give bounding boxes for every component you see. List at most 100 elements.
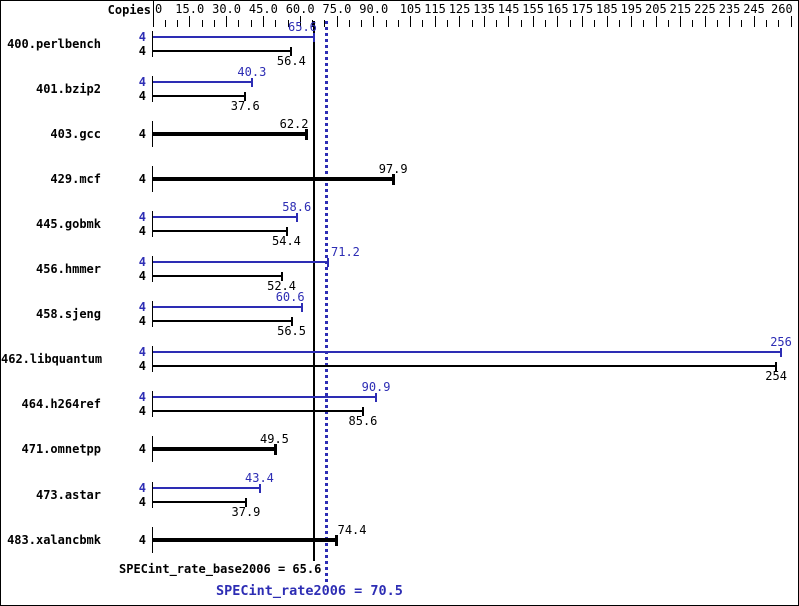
bar-end-cap bbox=[780, 348, 783, 357]
bar-end-cap bbox=[245, 498, 247, 507]
axis-minor-tick bbox=[201, 20, 203, 27]
peak-value-label: 71.2 bbox=[331, 245, 360, 259]
axis-tick-label: 225 bbox=[694, 2, 716, 16]
bar-end-cap bbox=[326, 258, 329, 267]
copies-value: 4 bbox=[138, 127, 146, 141]
group-baseline bbox=[152, 211, 153, 237]
base-bar bbox=[153, 50, 292, 52]
axis-major-tick bbox=[631, 16, 632, 27]
bar-end-cap bbox=[285, 227, 288, 236]
copies-value: 4 bbox=[138, 75, 146, 89]
axis-minor-tick bbox=[287, 20, 289, 27]
copies-value: 4 bbox=[138, 345, 146, 359]
axis-tick-label: 75.0 bbox=[322, 2, 352, 16]
axis-major-tick bbox=[434, 16, 436, 27]
peak-value-label: 256 bbox=[770, 335, 792, 349]
base-reference-line bbox=[313, 21, 315, 561]
base-value-label: 37.6 bbox=[230, 99, 260, 113]
base-bar bbox=[153, 95, 246, 97]
peak-value-label: 40.3 bbox=[237, 65, 267, 79]
copies-value: 4 bbox=[138, 224, 146, 238]
axis-minor-tick bbox=[692, 20, 694, 27]
axis-minor-tick bbox=[250, 20, 252, 27]
axis-tick-label: 245 bbox=[743, 2, 765, 16]
axis-minor-tick bbox=[471, 20, 473, 27]
axis-minor-tick bbox=[385, 20, 387, 27]
group-baseline bbox=[152, 166, 153, 192]
peak-value-label: 90.9 bbox=[361, 380, 391, 394]
bar-end-cap bbox=[258, 484, 261, 493]
benchmark-label: 483.xalancbmk bbox=[7, 533, 101, 547]
axis-tick-label: 185 bbox=[596, 2, 618, 16]
peak-bar bbox=[153, 487, 260, 489]
copies-value: 4 bbox=[138, 495, 146, 509]
bar-end-cap bbox=[244, 92, 247, 101]
copies-value: 4 bbox=[138, 44, 146, 58]
group-baseline bbox=[152, 256, 153, 282]
copies-column-header: Copies bbox=[107, 3, 151, 17]
axis-tick-label: 60.0 bbox=[285, 2, 315, 16]
axis-minor-tick bbox=[667, 20, 669, 27]
axis-major-tick bbox=[704, 16, 706, 27]
bar-end-cap bbox=[392, 174, 396, 185]
peak-bar bbox=[153, 261, 328, 263]
copies-value: 4 bbox=[138, 30, 146, 44]
bar-end-cap bbox=[250, 78, 253, 87]
copies-value: 4 bbox=[138, 314, 146, 328]
peak-bar bbox=[153, 216, 297, 218]
axis-major-tick bbox=[262, 16, 264, 27]
axis-major-tick bbox=[606, 16, 608, 27]
axis-tick-label: 15.0 bbox=[175, 2, 205, 16]
base-bar bbox=[153, 538, 336, 542]
axis-major-tick bbox=[581, 16, 583, 27]
base-value-label: 37.9 bbox=[231, 505, 261, 519]
bar-end-cap bbox=[273, 444, 277, 455]
axis-minor-tick bbox=[397, 20, 399, 27]
copies-value: 4 bbox=[138, 359, 146, 373]
axis-minor-tick bbox=[348, 20, 350, 27]
axis-tick-label: 90.0 bbox=[359, 2, 389, 16]
axis-major-tick bbox=[152, 1, 154, 27]
axis-minor-tick bbox=[213, 20, 215, 27]
plot-area bbox=[1, 29, 798, 557]
base-bar bbox=[153, 275, 282, 277]
axis-minor-tick bbox=[496, 20, 497, 27]
base-value-label: 56.5 bbox=[277, 324, 306, 338]
group-baseline bbox=[152, 482, 153, 508]
peak-bar bbox=[153, 351, 782, 353]
axis-tick-label: 260 bbox=[771, 2, 793, 16]
axis-minor-tick bbox=[778, 20, 780, 27]
bar-end-cap bbox=[290, 317, 293, 326]
axis-tick-label: 125 bbox=[448, 2, 471, 16]
axis-major-tick bbox=[655, 16, 657, 27]
base-value-label: 49.5 bbox=[260, 432, 289, 446]
axis-tick-label: 105 bbox=[399, 2, 422, 16]
copies-value: 4 bbox=[138, 442, 146, 456]
benchmark-label: 471.omnetpp bbox=[21, 442, 101, 456]
axis-minor-tick bbox=[312, 20, 313, 27]
axis-major-tick bbox=[373, 16, 375, 27]
benchmark-label: 429.mcf bbox=[50, 172, 101, 186]
axis-minor-tick bbox=[447, 20, 448, 27]
axis-major-tick bbox=[790, 16, 792, 27]
group-baseline bbox=[152, 31, 153, 57]
group-baseline bbox=[152, 346, 153, 372]
axis-tick-label: 0 bbox=[155, 2, 163, 16]
peak-summary-text: SPECint_rate2006 = 70.5 bbox=[216, 583, 403, 599]
x-axis: 0 15.0 30.0 45.0 60.0 75.0 90.0 105 115 125 135 145… bbox=[1, 1, 798, 29]
axis-major-tick bbox=[336, 16, 338, 27]
copies-value: 4 bbox=[138, 172, 146, 186]
axis-tick-label: 235 bbox=[718, 2, 741, 16]
axis-tick-label: 115 bbox=[424, 2, 446, 16]
group-baseline bbox=[152, 527, 153, 553]
copies-value: 4 bbox=[138, 269, 146, 283]
base-value-label: 85.6 bbox=[348, 414, 378, 428]
bar-end-cap bbox=[375, 393, 378, 402]
axis-minor-tick bbox=[545, 20, 547, 27]
bar-end-cap bbox=[295, 213, 298, 222]
axis-major-tick bbox=[226, 16, 228, 27]
axis-minor-tick bbox=[238, 20, 240, 27]
axis-minor-tick bbox=[164, 20, 166, 27]
bar-end-cap bbox=[362, 407, 364, 416]
axis-minor-tick bbox=[569, 20, 571, 27]
